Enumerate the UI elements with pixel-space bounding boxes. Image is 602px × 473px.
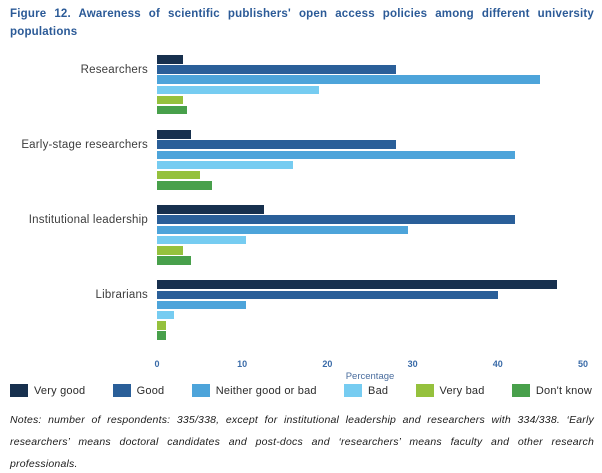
bar-very-good	[157, 205, 264, 214]
x-axis-title: Percentage	[345, 370, 395, 382]
bar-stack	[157, 130, 583, 191]
bar-very-bad	[157, 95, 183, 105]
bar-neither-good-or-bad	[157, 150, 515, 159]
chart-group-institutional-leadership: Institutional leadership	[0, 205, 602, 266]
category-label: Institutional leadership	[28, 214, 148, 227]
x-tick-label: 20	[322, 358, 333, 369]
chart-group-librarians: Librarians	[0, 280, 602, 341]
legend-label: Don't know	[535, 384, 592, 397]
legend-item-very-good: Very good	[10, 384, 85, 397]
bar-don-t-know	[157, 331, 166, 340]
bar-stack	[157, 280, 583, 341]
bar-very-good	[157, 55, 183, 64]
figure-notes: Notes: number of respondents: 335/338, e…	[10, 414, 594, 470]
legend-label: Bad	[368, 384, 389, 397]
legend-swatch-icon	[344, 384, 363, 397]
bar-stack	[157, 205, 583, 266]
bar-chart: Researchers Early-stage researchers Instit…	[0, 55, 602, 384]
bar-bad	[157, 235, 247, 245]
x-tick-label: 50	[577, 358, 589, 369]
bar-bad	[157, 160, 294, 170]
x-tick-label: 30	[407, 358, 418, 369]
legend-item-neither-good-or-bad: Neither good or bad	[191, 384, 317, 397]
legend-label: Very good	[34, 384, 86, 397]
bar-stack	[157, 55, 583, 116]
chart-group-early-stage-researchers: Early-stage researchers	[0, 130, 602, 191]
chart-group-researchers: Researchers	[0, 55, 602, 116]
legend-label: Very bad	[439, 384, 485, 397]
bar-bad	[157, 310, 175, 320]
bar-don-t-know	[157, 181, 213, 190]
bar-good	[157, 290, 498, 300]
legend-swatch-icon	[112, 384, 131, 397]
x-axis: 0 10 20 30 40 50 Percentage	[154, 356, 588, 384]
legend-item-don-t-know: Don't know	[511, 384, 592, 397]
category-label: Early-stage researchers	[21, 139, 148, 152]
legend-swatch-icon	[10, 384, 28, 397]
bar-don-t-know	[157, 105, 187, 115]
bar-neither-good-or-bad	[157, 225, 409, 235]
chart-groups: Researchers Early-stage researchers Instit…	[0, 55, 602, 342]
bar-bad	[157, 85, 319, 95]
bar-very-good	[157, 130, 192, 139]
figure-title: Figure 12. Awareness of scientific publi…	[10, 8, 594, 39]
bar-good	[157, 215, 515, 224]
bar-don-t-know	[157, 256, 192, 265]
bar-good	[157, 65, 396, 74]
category-label: Librarians	[95, 289, 148, 302]
x-tick-label: 10	[237, 358, 248, 369]
legend-label: Good	[136, 384, 165, 397]
legend-item-very-bad: Very bad	[415, 384, 485, 397]
x-tick-label: 0	[154, 358, 160, 369]
bar-very-bad	[157, 170, 200, 180]
legend-swatch-icon	[511, 384, 530, 397]
bar-neither-good-or-bad	[157, 300, 247, 310]
legend-swatch-icon	[415, 384, 434, 397]
bar-very-good	[157, 280, 558, 289]
legend-label: Neither good or bad	[215, 384, 317, 397]
bar-very-bad	[157, 321, 166, 330]
bar-very-bad	[157, 246, 183, 255]
bar-neither-good-or-bad	[157, 75, 541, 84]
x-tick-label: 40	[492, 358, 503, 369]
legend: Very good Good Neither good or bad Bad Very …	[10, 384, 592, 397]
bar-good	[157, 140, 396, 149]
category-label: Researchers	[80, 64, 148, 76]
legend-swatch-icon	[191, 384, 210, 397]
legend-item-bad: Bad	[344, 384, 388, 397]
legend-item-good: Good	[112, 384, 165, 397]
